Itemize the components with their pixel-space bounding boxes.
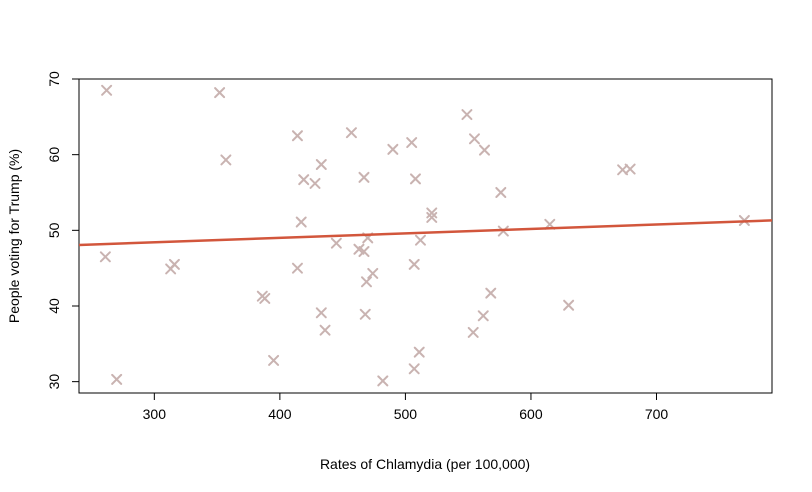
data-point (387, 143, 399, 155)
data-point (377, 375, 389, 387)
y-tick-label: 50 (46, 222, 62, 238)
data-point (99, 251, 111, 263)
x-tick-label: 600 (519, 406, 543, 422)
data-point (111, 373, 123, 385)
data-point (309, 177, 321, 189)
data-point (101, 84, 113, 96)
data-point (408, 363, 420, 375)
data-point (315, 158, 327, 170)
data-point (467, 326, 479, 338)
data-point (268, 354, 280, 366)
y-axis: 30 40 50 60 70 (46, 71, 80, 390)
data-point (298, 174, 310, 186)
data-point (495, 186, 507, 198)
data-point (624, 163, 636, 175)
data-point (168, 258, 180, 270)
data-points (99, 84, 750, 387)
x-axis: 300 400 500 600 700 (143, 392, 669, 422)
data-point (413, 346, 425, 358)
x-axis-label: Rates of Chlamydia (per 100,000) (320, 456, 530, 472)
y-tick-label: 30 (46, 374, 62, 390)
data-point (414, 234, 426, 246)
data-point (426, 211, 438, 223)
data-point (360, 276, 372, 288)
data-point (563, 299, 575, 311)
data-point (291, 130, 303, 142)
x-tick-label: 500 (394, 406, 418, 422)
data-point (461, 109, 473, 121)
data-point (359, 308, 371, 320)
x-tick-label: 700 (645, 406, 669, 422)
x-tick-label: 300 (143, 406, 167, 422)
data-point (345, 127, 357, 139)
data-point (220, 154, 232, 166)
data-point (358, 246, 370, 258)
data-point (319, 324, 331, 336)
data-point (291, 262, 303, 274)
data-point (485, 287, 497, 299)
data-point (468, 133, 480, 145)
y-tick-label: 70 (46, 71, 62, 87)
data-point (409, 173, 421, 185)
data-point (330, 237, 342, 249)
data-point (358, 171, 370, 183)
data-point (259, 292, 271, 304)
data-point (477, 310, 489, 322)
data-point (367, 267, 379, 279)
y-axis-label: People voting for Trump (%) (6, 149, 22, 323)
data-point (408, 258, 420, 270)
data-point (295, 216, 307, 228)
data-point (426, 207, 438, 219)
y-tick-label: 60 (46, 147, 62, 163)
data-point (214, 87, 226, 99)
x-tick-label: 400 (268, 406, 292, 422)
data-point (406, 137, 418, 149)
data-point (315, 307, 327, 319)
data-point (479, 144, 491, 156)
y-tick-label: 40 (46, 298, 62, 314)
trend-line (78, 219, 773, 247)
